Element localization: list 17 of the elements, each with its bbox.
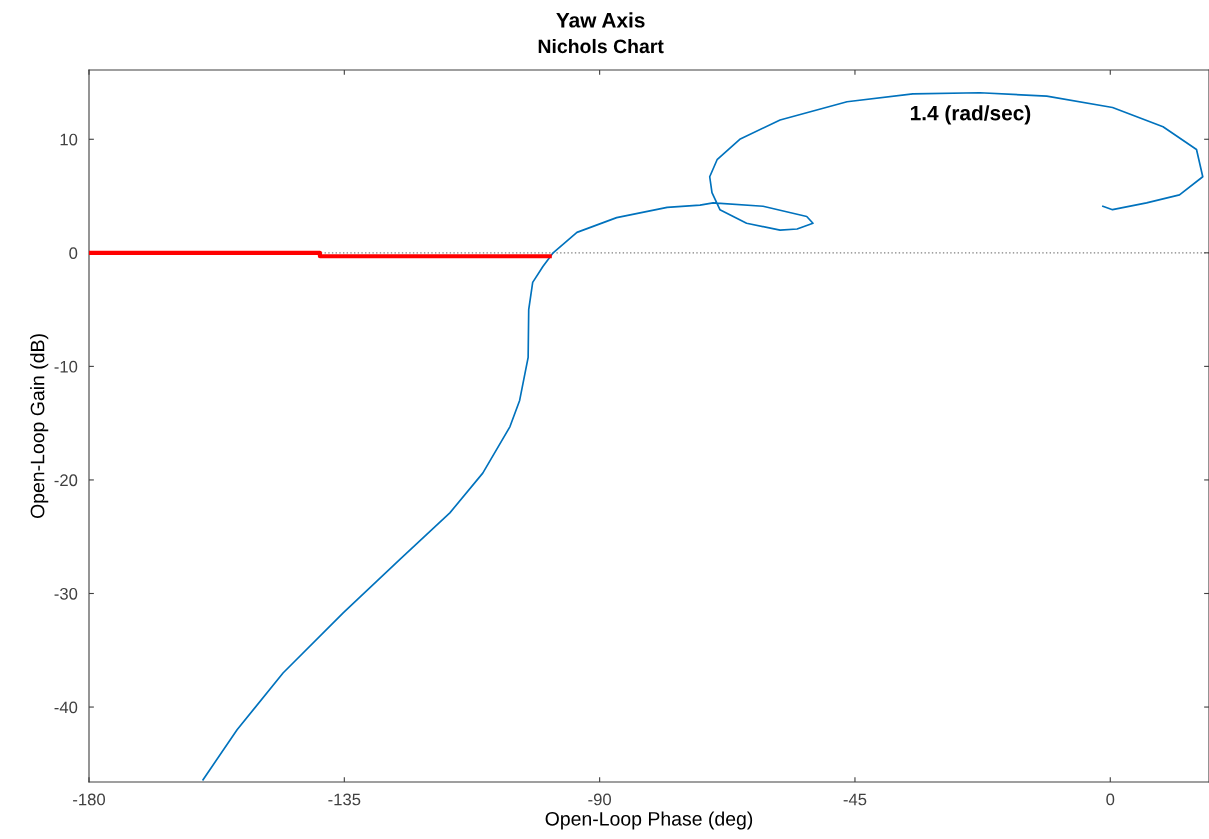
x-tick-label: 0 [1106, 793, 1115, 806]
x-tick-label: -135 [328, 793, 361, 806]
annotation: 1.4 (rad/sec) [910, 105, 1031, 125]
y-tick-label: -10 [54, 360, 78, 373]
x-tick-label: -90 [588, 793, 612, 806]
x-tick-label: -45 [843, 793, 867, 806]
y-axis-title: Open-Loop Gain (dB) [30, 334, 49, 519]
x-tick-label: -180 [73, 793, 106, 806]
y-tick-label: 10 [60, 133, 78, 146]
y-tick-label: -20 [54, 474, 78, 487]
chart-title: Yaw Axis [556, 12, 645, 28]
chart-subtitle: Nichols Chart [538, 38, 664, 54]
y-tick-label: -30 [54, 587, 78, 600]
y-tick-label: -40 [54, 701, 78, 714]
line-series [202, 91, 1204, 781]
x-axis-title: Open-Loop Phase (deg) [545, 811, 753, 830]
y-tick-label: 0 [69, 247, 78, 260]
